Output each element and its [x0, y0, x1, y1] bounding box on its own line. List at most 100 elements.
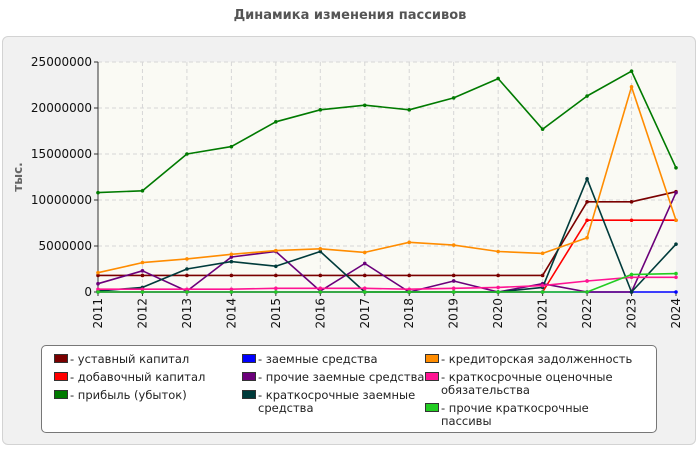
series-point-8: [274, 290, 278, 294]
series-point-6: [185, 257, 189, 261]
legend-swatch-kreditorskaya-zadolzhennost: [425, 354, 439, 363]
series-point-2: [629, 69, 634, 73]
series-point-0: [451, 273, 456, 278]
series-line-0: [98, 190, 677, 277]
series-point-8: [229, 290, 234, 294]
x-tick-label: 2020: [491, 298, 505, 329]
y-axis-label: тыс.: [11, 162, 25, 191]
series-point-4: [229, 255, 234, 259]
series-point-0: [585, 200, 589, 204]
x-tick-label: 2017: [358, 298, 372, 329]
series-point-0: [629, 200, 634, 204]
series-point-0: [274, 273, 278, 278]
series-point-5: [585, 177, 589, 181]
x-tick-label: 2021: [536, 298, 550, 329]
legend-swatch-kratkosrochnye-zaemnye-sredstva: [242, 390, 256, 399]
x-tick-label: 2012: [135, 298, 149, 329]
series-point-6: [229, 252, 234, 257]
plot-area: [98, 62, 676, 292]
legend-swatch-kratkosrochnye-otsenochnye-obyazatelstva: [425, 372, 439, 381]
y-tick-label: 25000000: [31, 55, 92, 69]
series-point-8: [540, 290, 545, 294]
series-point-8: [451, 290, 456, 294]
x-tick-label: 2022: [580, 298, 594, 329]
series-point-4: [674, 190, 678, 195]
series-point-3: [674, 290, 678, 294]
series-point-7: [585, 279, 589, 283]
series-point-7: [407, 287, 412, 292]
legend-label: - прочие заемные средства: [258, 370, 425, 384]
y-tick-label: 5000000: [39, 239, 92, 253]
series-line-6: [97, 86, 677, 274]
series-point-8: [585, 290, 589, 294]
series-point-2: [585, 94, 589, 98]
y-tick-label: 10000000: [31, 193, 92, 207]
legend-label: - кредиторская задолженность: [441, 352, 633, 366]
series-point-5: [629, 290, 634, 294]
series-point-7: [674, 275, 678, 280]
series-point-8: [362, 290, 367, 294]
legend-label: - прибыль (убыток): [70, 388, 187, 402]
series-point-6: [140, 260, 145, 265]
series-line-7: [98, 276, 676, 291]
series-point-8: [96, 290, 100, 294]
y-tick-label: 15000000: [31, 147, 92, 161]
series-point-7: [140, 287, 145, 292]
x-tick-label: 2014: [224, 298, 238, 329]
legend-swatch-ustavnyi-kapital: [54, 354, 68, 363]
x-tick-label: 2018: [402, 298, 416, 329]
series-point-8: [496, 290, 500, 294]
x-tick-label: 2019: [447, 298, 461, 329]
x-tick-label: 2013: [180, 298, 194, 329]
series-point-8: [629, 272, 634, 277]
series-point-7: [274, 286, 278, 291]
legend-label: - добавочный капитал: [70, 370, 206, 384]
series-point-2: [229, 144, 234, 149]
legend-label: - заемные средства: [258, 352, 378, 366]
series-point-2: [674, 166, 678, 170]
series-point-8: [185, 290, 189, 294]
series-point-6: [585, 235, 589, 240]
series-point-8: [318, 290, 323, 294]
series-point-2: [407, 108, 412, 112]
series-point-0: [540, 273, 545, 278]
series-line-4: [97, 192, 677, 293]
legend-label: - краткосрочные оценочные обязательства: [441, 370, 613, 397]
series-point-8: [407, 290, 412, 294]
series-point-2: [451, 96, 456, 100]
series-point-7: [451, 286, 456, 291]
x-tick-label: 2015: [269, 298, 283, 329]
series-point-7: [185, 287, 189, 292]
series-point-0: [496, 273, 500, 278]
series-point-6: [96, 270, 100, 275]
chart-title: Динамика изменения пассивов: [233, 8, 467, 23]
series-point-8: [674, 271, 678, 276]
series-point-6: [318, 246, 323, 251]
series-point-7: [96, 287, 100, 292]
series-point-7: [496, 285, 500, 290]
series-point-0: [362, 273, 367, 278]
series-point-2: [140, 189, 145, 193]
legend-swatch-pribyl: [54, 390, 68, 399]
series-point-2: [96, 190, 100, 195]
series-point-6: [540, 251, 545, 256]
series-point-7: [629, 275, 634, 280]
x-tick-label: 2016: [313, 298, 327, 329]
series-point-0: [185, 273, 189, 278]
series-point-4: [96, 281, 100, 286]
series-point-2: [274, 120, 278, 124]
series-point-6: [496, 249, 500, 254]
series-point-4: [451, 279, 456, 283]
chart-legend: - уставный капитал - добавочный капитал …: [41, 345, 657, 433]
y-tick-label: 0: [84, 285, 92, 299]
series-point-6: [274, 248, 278, 253]
series-point-2: [362, 103, 367, 108]
legend-swatch-prochie-zaemnye-sredstva: [242, 372, 256, 381]
series-point-5: [229, 259, 234, 264]
series-point-2: [318, 108, 323, 112]
series-point-5: [185, 267, 189, 271]
series-point-1: [629, 218, 634, 223]
series-point-7: [540, 283, 545, 288]
series-point-2: [540, 127, 545, 131]
